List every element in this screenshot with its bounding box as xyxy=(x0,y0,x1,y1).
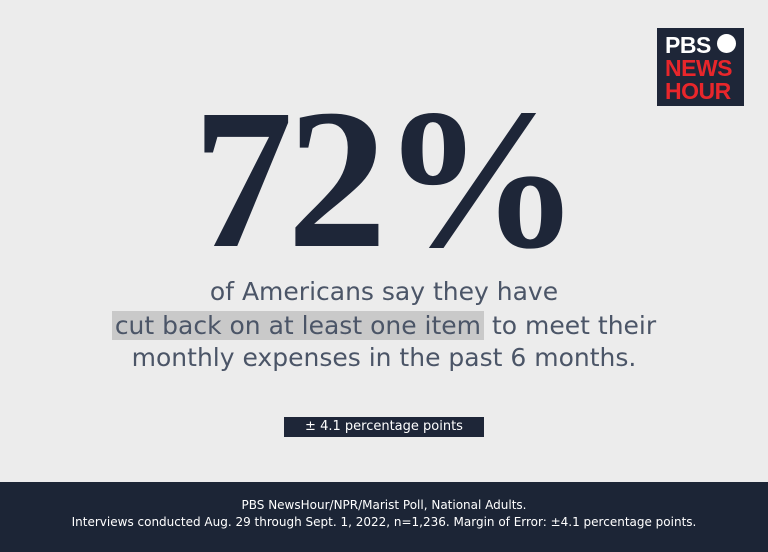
logo: PBS NEWS HOUR xyxy=(657,28,744,106)
footer-line: Interviews conducted Aug. 29 through Sep… xyxy=(71,515,697,529)
highlight: cut back on at least one item xyxy=(111,311,485,340)
description-line: monthly expenses in the past 6 months. xyxy=(131,343,637,372)
stat: 72% xyxy=(193,69,581,290)
description-text: to meet their xyxy=(492,311,657,340)
logo-icon xyxy=(717,34,736,53)
logo-hour: HOUR xyxy=(665,78,731,104)
margin-badge: ± 4.1 percentage points xyxy=(284,417,484,437)
footer-line: PBS NewsHour/NPR/Marist Poll, National A… xyxy=(241,498,527,512)
logo-news: NEWS xyxy=(665,55,733,81)
logo-pbs: PBS xyxy=(665,32,711,58)
footer: PBS NewsHour/NPR/Marist Poll, National A… xyxy=(0,482,768,552)
description-line: cut back on at least one item to meet th… xyxy=(0,310,768,342)
description-line: of Americans say they have xyxy=(209,277,559,306)
